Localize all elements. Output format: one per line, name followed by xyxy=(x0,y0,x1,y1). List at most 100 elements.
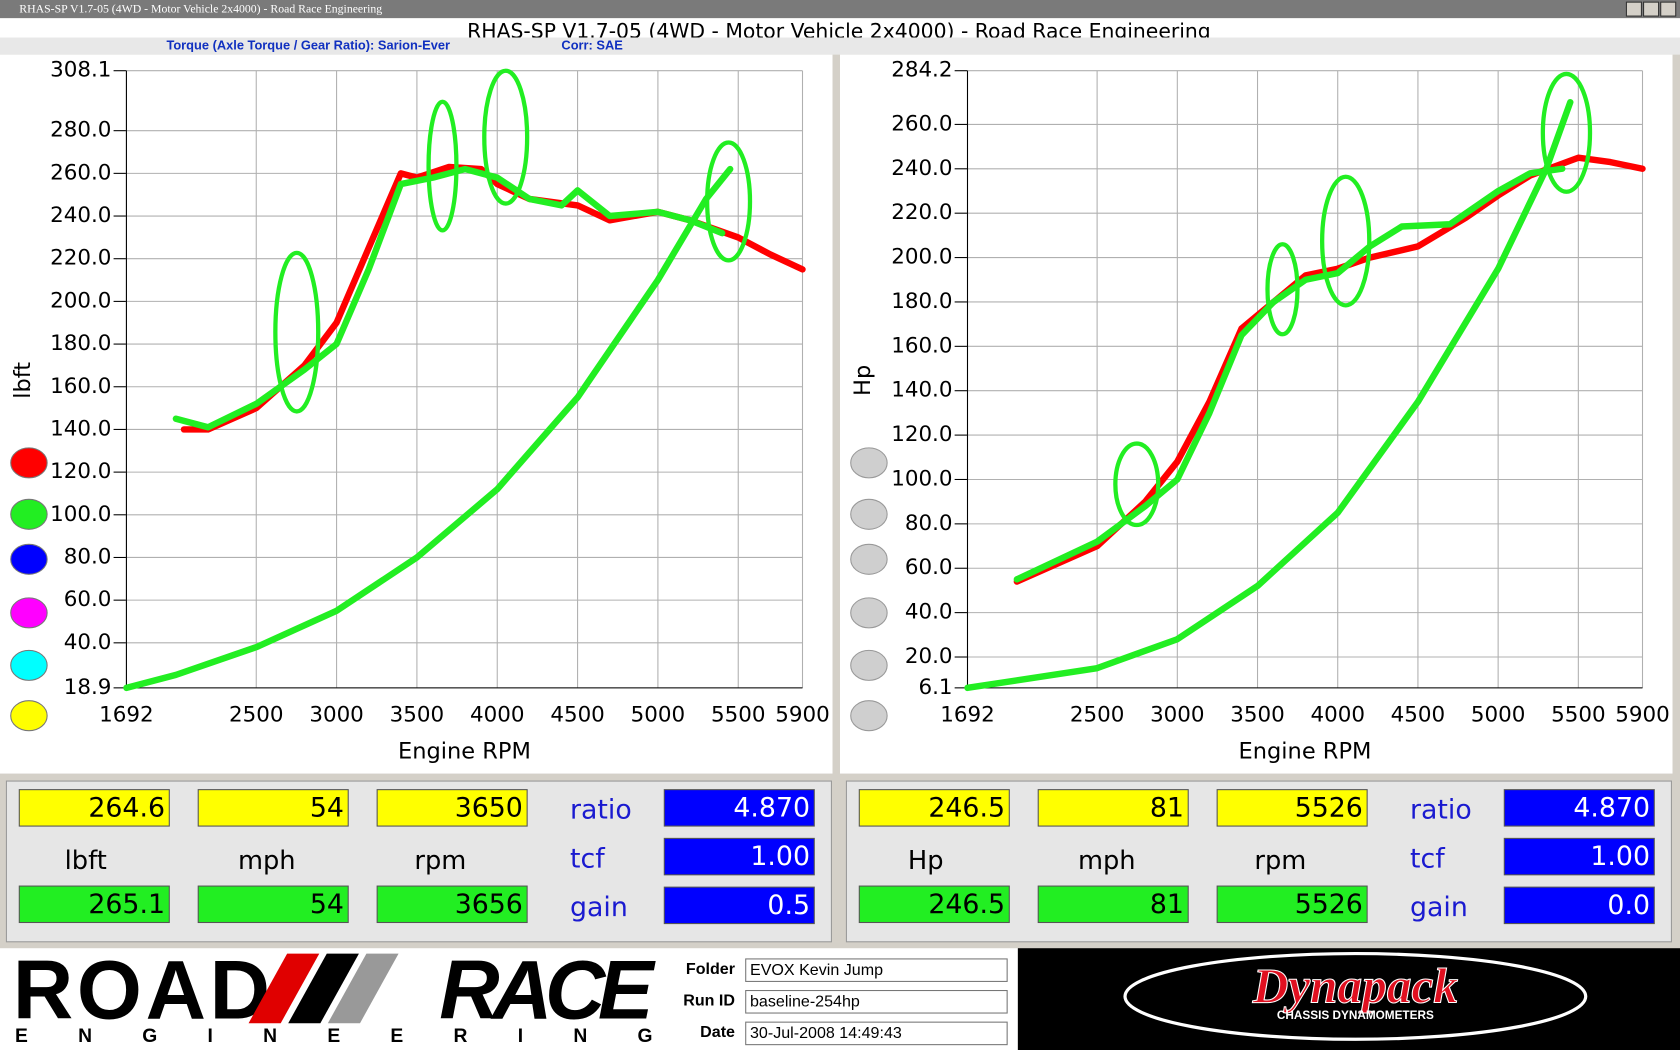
readout-value: 3656 xyxy=(455,889,523,920)
channel-button[interactable] xyxy=(850,447,888,479)
y-tick-label: 80.0 xyxy=(64,544,112,569)
window-title: RHAS-SP V1.7-05 (4WD - Motor Vehicle 2x4… xyxy=(19,2,382,15)
readout-box xyxy=(18,885,170,924)
param-value: 0.0 xyxy=(1607,890,1650,921)
left-chart-panel xyxy=(0,54,833,774)
channel-button[interactable] xyxy=(10,447,48,479)
param-box xyxy=(1503,789,1655,827)
readout-value: 81 xyxy=(1150,792,1184,823)
x-tick-label: 1692 xyxy=(99,703,153,728)
header-strip xyxy=(0,37,1680,55)
param-label: ratio xyxy=(570,795,632,826)
param-label: tcf xyxy=(1410,843,1445,874)
x-tick-label: 4000 xyxy=(1310,703,1364,728)
close-button[interactable] xyxy=(1660,1,1677,17)
brand-tagline: CHASSIS DYNAMOMETERS xyxy=(1277,1009,1434,1022)
channel-button[interactable] xyxy=(10,498,48,530)
readout-box xyxy=(1037,789,1189,827)
x-tick-label: 4000 xyxy=(470,703,524,728)
readout-box xyxy=(197,885,349,924)
data-line xyxy=(123,165,734,692)
param-value: 1.00 xyxy=(1590,841,1650,872)
logo-slash xyxy=(248,953,320,1024)
readout-box xyxy=(376,885,528,924)
readout-value: 264.6 xyxy=(88,792,165,823)
param-value: 1.00 xyxy=(750,841,810,872)
window-buttons[interactable] xyxy=(1625,1,1677,17)
y-tick-label: 160.0 xyxy=(891,333,952,358)
y-tick-label: 180.0 xyxy=(50,331,111,356)
x-tick-label: 3500 xyxy=(390,703,444,728)
field-value: 30-Jul-2008 14:49:43 xyxy=(750,1024,902,1042)
annotation-loop xyxy=(273,250,321,414)
y-axis-label: lbft xyxy=(10,362,36,399)
minimize-button[interactable] xyxy=(1625,1,1642,17)
channel-buttons[interactable] xyxy=(10,447,888,732)
field-label: Folder xyxy=(686,960,735,978)
y-tick-label: 308.1 xyxy=(50,58,111,83)
param-value: 4.870 xyxy=(1573,792,1650,823)
field-value: EVOX Kevin Jump xyxy=(750,961,883,979)
logo-slash xyxy=(327,953,399,1024)
readout-value: 265.1 xyxy=(88,889,165,920)
readout-unit: Hp xyxy=(908,846,944,876)
readout-value: 246.5 xyxy=(928,792,1005,823)
y-tick-label: 200.0 xyxy=(50,288,111,313)
y-tick-label: 180.0 xyxy=(891,289,952,314)
param-label: ratio xyxy=(1410,795,1472,826)
y-tick-label: 140.0 xyxy=(891,378,952,403)
readout-box xyxy=(1216,885,1368,924)
channel-button[interactable] xyxy=(10,597,48,629)
logo-race: RACE xyxy=(439,943,656,1037)
readout-value: 246.5 xyxy=(928,889,1005,920)
readout-box xyxy=(1216,789,1368,827)
app-title-strip xyxy=(0,18,1680,38)
annotation-loop xyxy=(1265,242,1300,337)
maximize-button[interactable] xyxy=(1643,1,1660,17)
readout-unit: mph xyxy=(1078,846,1136,876)
field-label: Date xyxy=(700,1023,735,1041)
param-box xyxy=(1503,886,1655,925)
x-axis-label: Engine RPM xyxy=(1239,739,1372,765)
y-tick-label: 6.1 xyxy=(918,675,952,700)
brand-swoosh xyxy=(1123,951,1588,1041)
channel-button[interactable] xyxy=(10,543,48,575)
y-tick-label: 220.0 xyxy=(891,200,952,225)
channel-button[interactable] xyxy=(850,543,888,575)
channel-button[interactable] xyxy=(850,649,888,681)
channel-button[interactable] xyxy=(10,649,48,681)
y-tick-label: 200.0 xyxy=(891,245,952,270)
channel-button[interactable] xyxy=(10,700,48,732)
readout-value: 3650 xyxy=(455,792,523,823)
annotations xyxy=(273,68,1593,528)
y-tick-label: 284.2 xyxy=(891,58,952,83)
y-tick-label: 100.0 xyxy=(891,466,952,491)
annotation-loop xyxy=(1540,71,1593,194)
logo-road: ROAD xyxy=(13,943,270,1037)
readout-box xyxy=(197,789,349,827)
brand-logo: Dynapack xyxy=(1252,958,1459,1013)
channel-button[interactable] xyxy=(850,597,888,629)
channel-button[interactable] xyxy=(850,498,888,530)
annotation-loop xyxy=(1320,174,1372,308)
annotation-loop xyxy=(426,99,459,233)
param-box xyxy=(663,837,815,876)
x-tick-label: 5000 xyxy=(1471,703,1525,728)
x-tick-label: 1692 xyxy=(940,703,994,728)
readout-value: 5526 xyxy=(1295,889,1363,920)
y-tick-label: 220.0 xyxy=(50,246,111,271)
x-tick-label: 5500 xyxy=(711,703,765,728)
field-label: Run ID xyxy=(683,991,735,1009)
logo-slash xyxy=(288,953,359,1024)
y-tick-label: 120.0 xyxy=(50,459,111,484)
param-value: 4.870 xyxy=(733,792,810,823)
annotation-loop xyxy=(705,140,753,263)
y-tick-label: 18.9 xyxy=(64,675,112,700)
y-tick-label: 100.0 xyxy=(50,502,111,527)
channel-button[interactable] xyxy=(850,700,888,732)
field-box xyxy=(745,958,1008,982)
param-box xyxy=(663,886,815,925)
readout-value: 54 xyxy=(310,792,344,823)
data-line xyxy=(172,165,726,431)
x-tick-label: 3000 xyxy=(1150,703,1204,728)
